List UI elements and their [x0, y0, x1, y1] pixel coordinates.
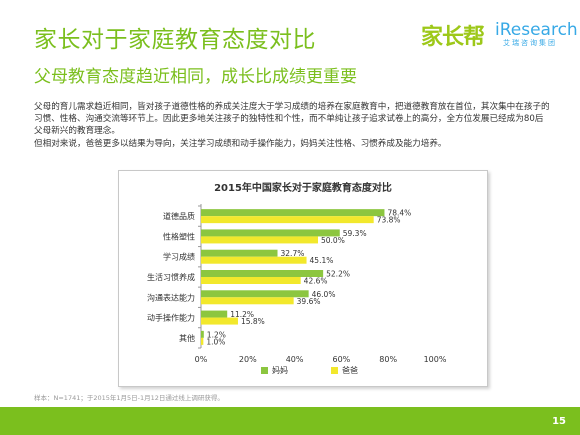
legend-label: 爸爸	[342, 365, 358, 375]
body-paragraph-1: 父母的育儿需求趋近相同，皆对孩子道德性格的养成关注度大于学习成绩的培养在家庭教育…	[34, 102, 550, 137]
category-label: 道德品质	[163, 211, 195, 221]
source-note: 样本：N=1741；于2015年1月5日-1月12日通过线上调研获得。	[34, 394, 224, 402]
data-label: 42.6%	[304, 277, 328, 286]
bar-mom	[201, 310, 228, 318]
iresearch-logo: iResearch 艾瑞咨询集团	[495, 20, 578, 48]
category-label: 动手操作能力	[147, 313, 195, 323]
bar-mom	[201, 290, 309, 298]
bar-dad	[201, 337, 204, 345]
bar-mom	[201, 209, 385, 217]
bar-chart: 道德品质 78.4%73.8% 性格塑性 59.3%50.0% 学习成绩 32.7% 45.…	[147, 204, 447, 375]
x-tick-label: 20%	[239, 355, 257, 364]
bar-dad	[201, 297, 294, 305]
x-tick-label: 80%	[379, 355, 397, 364]
data-label: 59.3%	[343, 229, 367, 238]
bar-mom	[201, 330, 204, 338]
data-label: 1.2%	[207, 330, 226, 339]
page-number: 15	[552, 416, 566, 427]
bar-dad	[201, 216, 374, 224]
data-label: 11.2%	[230, 310, 254, 319]
category-label: 性格塑性	[163, 231, 195, 241]
bar-dad	[201, 256, 307, 264]
iresearch-logo-cn: 艾瑞咨询集团	[503, 39, 557, 47]
data-label: 15.8%	[241, 317, 265, 326]
data-label: 39.6%	[297, 297, 321, 306]
data-label: 73.8%	[377, 216, 401, 225]
data-label: 45.1%	[310, 256, 334, 265]
page-title: 家长对于家庭教育态度对比	[34, 27, 316, 53]
data-label: 52.2%	[326, 270, 350, 279]
jiazhangbang-logo: 家长帮	[421, 25, 485, 50]
legend-swatch-mom	[261, 367, 268, 374]
footer-bar: 15	[0, 407, 580, 435]
body-paragraph-2: 但相对来说，爸爸更多以结果为导向，关注学习成绩和动手操作能力，妈妈关注性格、习惯…	[34, 138, 447, 149]
bar-dad	[201, 317, 238, 325]
legend-label: 妈妈	[272, 365, 288, 375]
data-label: 78.4%	[387, 209, 411, 218]
body-text: 父母的育儿需求趋近相同，皆对孩子道德性格的养成关注度大于学习成绩的培养在家庭教育…	[34, 101, 550, 150]
bar-mom	[201, 270, 324, 277]
x-tick-label: 60%	[333, 355, 351, 364]
bar-mom	[201, 229, 340, 237]
category-label: 学习成绩	[163, 252, 195, 262]
x-tick-label: 100%	[424, 355, 447, 364]
x-tick-label: 40%	[286, 355, 304, 364]
bar-dad	[201, 236, 318, 244]
x-tick-label: 0%	[195, 355, 208, 364]
bar-dad	[201, 277, 301, 284]
data-label: 32.7%	[281, 249, 305, 258]
data-label: 46.0%	[312, 290, 336, 299]
legend-swatch-dad	[331, 367, 338, 374]
page-subtitle: 父母教育态度趋近相同，成长比成绩更重要	[34, 67, 357, 87]
category-label: 沟通表达能力	[147, 292, 195, 302]
bar-mom	[201, 249, 278, 257]
iresearch-logo-text: iResearch	[495, 20, 578, 40]
chart-title: 2015年中国家长对于家庭教育态度对比	[214, 183, 392, 194]
category-label: 生活习惯养成	[147, 272, 195, 282]
category-label: 其他	[179, 333, 195, 343]
data-label: 1.0%	[206, 337, 225, 346]
chart-panel: 2015年中国家长对于家庭教育态度对比 道德品质 78.4% 73.8% 性格塑性 59…	[118, 170, 488, 387]
data-label: 50.0%	[321, 236, 345, 245]
